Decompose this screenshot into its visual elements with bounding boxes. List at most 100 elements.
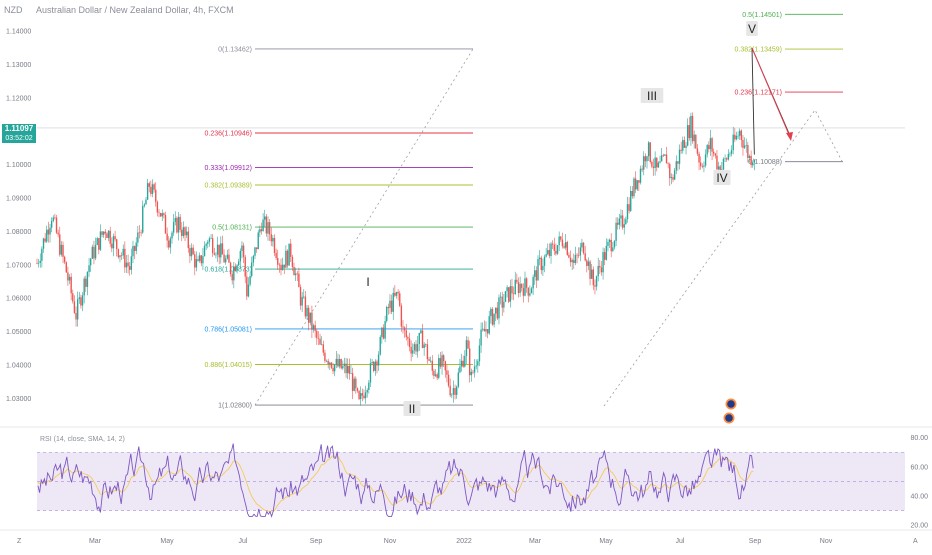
candle-body xyxy=(669,164,671,179)
candle-body xyxy=(246,276,248,297)
candle-body xyxy=(478,345,481,362)
candle-body xyxy=(457,372,460,387)
candle-body xyxy=(714,153,717,156)
candle-body xyxy=(138,232,141,234)
candle-body xyxy=(280,264,282,271)
candle-body xyxy=(535,270,538,281)
price-axis-label: 1.08000 xyxy=(6,229,31,236)
candle-body xyxy=(634,178,637,190)
candle-body xyxy=(267,222,269,234)
candle-body xyxy=(695,134,697,149)
candle-body xyxy=(288,243,290,266)
time-axis-label: Jul xyxy=(239,538,248,545)
candle-body xyxy=(628,204,630,211)
candle-body xyxy=(493,313,495,325)
candle-body xyxy=(675,161,677,171)
candle-body xyxy=(683,140,686,148)
candle-body xyxy=(664,154,666,156)
fib-level-label: 0.333(1.09912) xyxy=(205,165,252,172)
candle-body xyxy=(335,358,338,365)
candle-body xyxy=(142,205,144,233)
candle-body xyxy=(236,265,238,271)
candle-body xyxy=(94,244,97,259)
candle-body xyxy=(96,238,98,245)
candle-body xyxy=(454,388,456,395)
candle-body xyxy=(37,262,40,264)
candle-body xyxy=(47,229,50,235)
candle-body xyxy=(238,261,240,266)
candle-body xyxy=(114,236,116,240)
candle-body xyxy=(290,243,292,257)
candle-body xyxy=(473,366,476,373)
candle-body xyxy=(226,254,229,259)
candle-body xyxy=(338,359,341,367)
candle-body xyxy=(527,287,529,296)
candle-body xyxy=(698,153,700,163)
candle-body xyxy=(182,227,185,237)
candle-body xyxy=(291,256,294,267)
candle-body xyxy=(194,254,196,268)
candle-body xyxy=(309,312,311,323)
time-axis-label: May xyxy=(599,538,613,545)
candle-body xyxy=(329,362,331,365)
current-price-tag: 1.11097 xyxy=(2,124,36,134)
candle-body xyxy=(477,361,479,366)
wave-label-box xyxy=(640,88,664,103)
candle-body xyxy=(620,215,622,219)
candle-body xyxy=(631,190,634,197)
candle-body xyxy=(716,155,718,170)
candle-body xyxy=(610,239,612,252)
candle-body xyxy=(330,362,333,368)
candle-body xyxy=(104,231,107,234)
candle-body xyxy=(129,266,131,270)
candle-body xyxy=(643,156,645,170)
candle-body xyxy=(59,234,61,255)
candle-body xyxy=(657,162,660,168)
candle-body xyxy=(153,184,155,190)
candle-body xyxy=(106,233,108,238)
candle-body xyxy=(604,252,606,260)
candle-body xyxy=(486,329,489,334)
candle-body xyxy=(140,232,142,234)
auto-scale-button[interactable]: A xyxy=(913,538,918,545)
candle-body xyxy=(449,385,451,396)
candle-body xyxy=(168,240,170,248)
candle-body xyxy=(659,161,661,163)
candle-body xyxy=(508,287,510,302)
candle-body xyxy=(371,361,373,364)
candle-body xyxy=(89,258,92,266)
candle-body xyxy=(561,239,564,247)
candle-body xyxy=(522,288,525,296)
candle-body xyxy=(366,389,368,393)
price-axis-label: 1.12000 xyxy=(6,95,31,102)
candle-body xyxy=(283,264,285,268)
candle-body xyxy=(568,254,570,258)
candle-body xyxy=(625,219,627,225)
candle-body xyxy=(592,269,595,286)
candle-body xyxy=(379,336,381,355)
candle-body xyxy=(304,296,307,317)
zoom-button[interactable]: Z xyxy=(17,538,22,545)
candle-body xyxy=(438,357,440,378)
candle-body xyxy=(363,395,365,399)
candle-body xyxy=(342,365,344,369)
candle-body xyxy=(360,393,362,400)
candle-body xyxy=(521,283,523,289)
candle-body xyxy=(672,177,674,180)
candle-body xyxy=(540,257,542,271)
candle-body xyxy=(286,250,289,266)
candle-body xyxy=(91,246,94,259)
candle-body xyxy=(407,337,409,339)
candle-body xyxy=(39,260,41,263)
candle-body xyxy=(673,170,676,180)
candle-body xyxy=(490,308,492,317)
symbol-code[interactable]: NZD xyxy=(4,5,23,15)
candle-body xyxy=(332,367,334,372)
candle-body xyxy=(358,391,360,400)
candle-body xyxy=(244,256,246,277)
candle-body xyxy=(431,360,433,371)
candle-body xyxy=(455,386,458,395)
candle-body xyxy=(265,216,268,234)
candle-body xyxy=(649,142,651,163)
